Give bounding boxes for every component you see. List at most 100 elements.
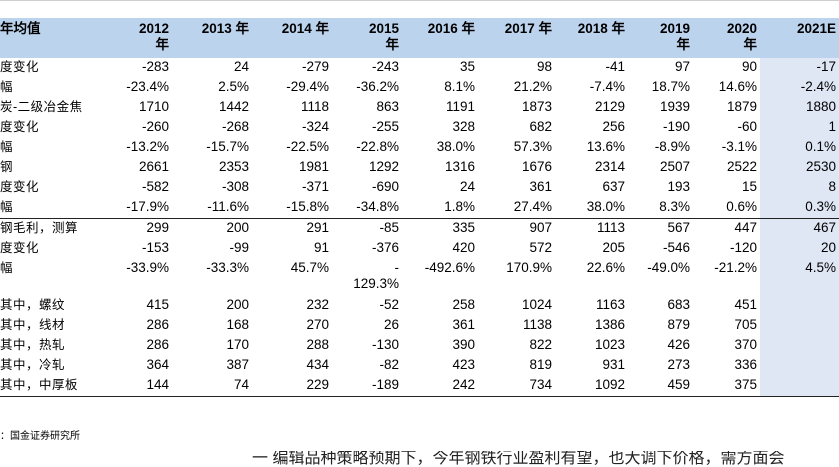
table-cell: -324 (301, 119, 329, 134)
table-cell-estimate: 2530 (760, 158, 839, 178)
table-cell: 286 (146, 337, 169, 352)
table-cell-estimate: 0.3% (760, 198, 839, 219)
table-cell: 2.5% (218, 79, 249, 94)
table-cell-estimate (760, 356, 839, 376)
table-cell: -33.9% (126, 260, 169, 275)
row-label: 度变化 (0, 180, 40, 194)
table-cell: 15 (741, 179, 757, 194)
table-row: 钢毛利，测算 299 200 291 -85 335 907 1113 567 … (0, 218, 839, 239)
table-row: 度变化 -260 -268 -324 -255 328 682 256 -190… (0, 118, 839, 138)
table-cell: 90 (741, 59, 757, 74)
header-year: 2015年 (332, 18, 402, 58)
table-cell: 637 (602, 179, 625, 194)
table-cell: -190 (662, 119, 690, 134)
table-cell-overflow: 129.3% (353, 276, 399, 291)
table-cell: 229 (252, 376, 332, 397)
table-cell-estimate (760, 376, 839, 397)
table-cell-estimate: 4.5% (760, 259, 839, 296)
table-cell: 682 (529, 119, 552, 134)
row-label: 炭-二级冶金焦 (0, 100, 83, 114)
table-cell: 1.8% (444, 199, 475, 214)
table-cell: 45.7% (290, 260, 329, 275)
table-cell: 291 (252, 218, 332, 239)
table-cell: 705 (734, 317, 757, 332)
table-cell: -22.8% (356, 139, 399, 154)
table-cell-estimate (760, 296, 839, 316)
table-cell: -60 (737, 119, 757, 134)
header-year: 2013 年 (172, 18, 252, 58)
table-cell: 24 (459, 179, 475, 194)
table-cell: 1191 (445, 99, 475, 114)
table-cell: -36.2% (356, 79, 399, 94)
table-cell: 38.0% (436, 139, 475, 154)
table-cell: 14.6% (718, 79, 757, 94)
table-cell: 2522 (726, 159, 757, 174)
table-cell: -22.5% (286, 139, 329, 154)
table-cell: -153 (141, 240, 169, 255)
table-cell: 22.6% (586, 260, 625, 275)
table-cell: -41 (605, 59, 625, 74)
table-cell: -189 (332, 376, 402, 397)
table-cell: -130 (371, 337, 399, 352)
table-cell: 1879 (726, 99, 757, 114)
table-cell: 1710 (138, 99, 169, 114)
table-cell: 1092 (555, 376, 628, 397)
table-cell: 258 (452, 297, 475, 312)
table-cell: 361 (529, 179, 552, 194)
table-cell: 232 (306, 297, 329, 312)
source-note: ：国金证券研究所 (0, 431, 80, 442)
table-cell: -17.9% (126, 199, 169, 214)
table-row: 度变化 -283 24 -279 -243 35 98 -41 97 90 -1… (0, 58, 839, 78)
table-cell: 423 (452, 357, 475, 372)
table-cell: 1442 (218, 99, 249, 114)
table-cell: -33.3% (206, 260, 249, 275)
table-cell: 572 (529, 240, 552, 255)
table-row: 其中，热轧 286 170 288 -130 390 822 1023 426 … (0, 336, 839, 356)
table-cell: 0.6% (726, 199, 757, 214)
header-year-estimate: 2021E (760, 18, 839, 58)
table-cell: 1386 (594, 317, 625, 332)
header-year: 2020年 (693, 18, 760, 58)
table-cell: 35 (459, 59, 475, 74)
table-cell: -13.2% (126, 139, 169, 154)
table-cell: -376 (371, 240, 399, 255)
table-row: 其中，螺纹 415 200 232 -52 258 1024 1163 683 … (0, 296, 839, 316)
table-cell-estimate: -17 (760, 58, 839, 78)
table-cell: 375 (693, 376, 760, 397)
table-cell: 1138 (522, 317, 552, 332)
table-cell: -15.8% (286, 199, 329, 214)
table-cell: 168 (226, 317, 249, 332)
table-cell: 205 (602, 240, 625, 255)
table-cell: 193 (667, 179, 690, 194)
table-row: 度变化 -153 -99 91 -376 420 572 205 -546 -1… (0, 239, 839, 259)
table-cell-estimate: 1 (760, 118, 839, 138)
table-cell: 819 (529, 357, 552, 372)
table-cell: 74 (172, 376, 252, 397)
table-cell: 8.3% (659, 199, 690, 214)
table-cell: -308 (221, 179, 249, 194)
table-cell: 328 (452, 119, 475, 134)
row-label: 其中，线材 (0, 318, 66, 332)
body-text-cutoff: 一 编辑品种策略预期下，今年钢铁行业盈利有望，也大调下价格，需方面会 (252, 451, 785, 467)
table-cell: 863 (376, 99, 399, 114)
row-label: 其中，中厚板 (0, 376, 110, 397)
table-cell: 286 (146, 317, 169, 332)
table-cell: 390 (452, 337, 475, 352)
table-cell: -120 (729, 240, 757, 255)
table-cell: 567 (628, 218, 693, 239)
table-cell: -268 (221, 119, 249, 134)
table-cell: 1118 (300, 99, 329, 114)
table-cell-estimate (760, 336, 839, 356)
header-year: 2016 年 (402, 18, 478, 58)
table-cell: 98 (536, 59, 552, 74)
table-cell: -279 (301, 59, 329, 74)
row-label: 幅 (0, 261, 14, 275)
table-row: 其中，中厚板 144 74 229 -189 242 734 1092 459 … (0, 376, 839, 397)
table-cell: 335 (402, 218, 478, 239)
table-cell: 97 (674, 59, 690, 74)
table-cell: -690 (371, 179, 399, 194)
table-cell-estimate: 20 (760, 239, 839, 259)
row-label: 其中，螺纹 (0, 298, 66, 312)
table-row: 钢 2661 2353 1981 1292 1316 1676 2314 250… (0, 158, 839, 178)
table-cell: 451 (734, 297, 757, 312)
